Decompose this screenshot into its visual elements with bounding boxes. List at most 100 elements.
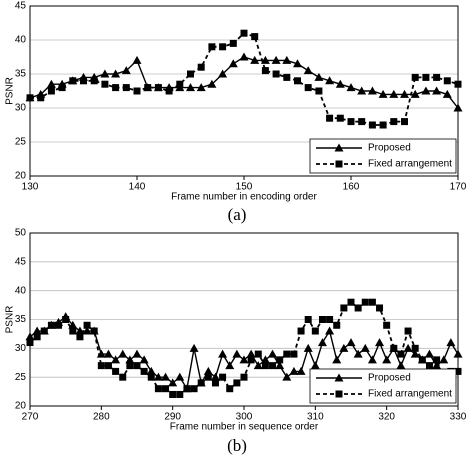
triangle-marker xyxy=(400,89,409,98)
square-marker xyxy=(425,362,433,370)
legend-label: Proposed xyxy=(368,373,411,384)
legend-marker xyxy=(335,160,343,168)
triangle-marker xyxy=(232,349,242,358)
triangle-marker xyxy=(282,372,292,381)
triangle-marker xyxy=(378,89,388,98)
square-marker xyxy=(233,379,241,387)
triangle-marker xyxy=(325,76,335,85)
square-marker xyxy=(140,367,148,375)
square-marker xyxy=(40,327,48,335)
square-marker xyxy=(433,356,441,364)
triangle-marker xyxy=(453,349,463,358)
triangle-marker xyxy=(442,89,452,98)
square-marker xyxy=(144,84,152,92)
square-marker xyxy=(251,33,259,41)
square-marker xyxy=(297,327,305,335)
square-marker xyxy=(340,304,348,312)
square-marker xyxy=(247,356,255,364)
triangle-marker xyxy=(210,372,220,381)
caption: (b) xyxy=(227,436,247,455)
triangle-marker xyxy=(218,349,228,358)
square-marker xyxy=(333,321,341,329)
square-marker xyxy=(112,367,120,375)
triangle-marker xyxy=(282,55,292,64)
x-tick-label: 330 xyxy=(450,412,467,423)
square-marker xyxy=(368,298,376,306)
square-marker xyxy=(454,367,462,375)
triangle-marker xyxy=(207,79,217,88)
triangle-marker xyxy=(268,349,278,358)
square-marker xyxy=(33,333,41,341)
square-marker xyxy=(154,385,162,393)
square-marker xyxy=(101,80,109,88)
triangle-marker xyxy=(246,349,256,358)
triangle-marker xyxy=(353,349,363,358)
square-marker xyxy=(26,94,34,102)
plot-frame xyxy=(29,5,459,177)
triangle-marker xyxy=(25,332,35,341)
square-marker xyxy=(69,77,77,85)
square-marker xyxy=(358,118,366,126)
triangle-marker xyxy=(125,355,135,364)
square-marker xyxy=(418,356,426,364)
square-marker xyxy=(283,73,291,81)
triangle-marker xyxy=(121,66,131,75)
triangle-marker xyxy=(439,355,449,364)
legend-marker xyxy=(334,373,344,382)
x-tick-label: 300 xyxy=(236,412,253,423)
square-marker xyxy=(147,373,155,381)
triangle-marker xyxy=(189,343,199,352)
y-tick-label: 35 xyxy=(15,314,27,325)
square-marker xyxy=(294,77,301,85)
triangle-marker xyxy=(186,83,195,92)
triangle-marker xyxy=(432,86,442,95)
square-marker xyxy=(283,350,291,358)
x-tick-label: 160 xyxy=(343,182,360,193)
square-marker xyxy=(254,350,262,358)
square-marker xyxy=(90,327,98,335)
triangle-marker xyxy=(253,361,263,370)
legend-marker xyxy=(334,143,344,152)
square-marker xyxy=(229,39,237,47)
square-marker xyxy=(411,344,419,352)
square-marker xyxy=(261,67,269,75)
y-axis-label: PSNR xyxy=(5,306,16,334)
triangle-marker xyxy=(196,83,206,92)
triangle-marker xyxy=(332,355,342,364)
triangle-marker xyxy=(250,55,260,64)
square-marker xyxy=(176,390,184,398)
triangle-marker xyxy=(421,86,431,95)
legend-box xyxy=(309,368,457,404)
triangle-marker xyxy=(375,338,385,347)
y-tick-label: 40 xyxy=(15,285,27,296)
square-marker xyxy=(240,29,248,37)
square-marker xyxy=(454,80,462,88)
triangle-marker xyxy=(132,55,142,64)
triangle-marker xyxy=(360,343,370,352)
triangle-marker xyxy=(239,355,249,364)
triangle-marker xyxy=(260,55,270,64)
square-marker xyxy=(304,84,312,92)
square-marker xyxy=(390,118,398,126)
y-tick-label: 20 xyxy=(15,401,27,412)
triangle-marker xyxy=(310,361,320,370)
triangle-marker xyxy=(346,338,356,347)
triangle-marker xyxy=(446,338,456,347)
legend-label: Fixed arrangement xyxy=(368,389,452,400)
square-marker xyxy=(162,385,170,393)
x-tick-label: 140 xyxy=(129,182,146,193)
triangle-marker xyxy=(357,86,367,95)
triangle-marker xyxy=(203,366,213,375)
x-tick-label: 290 xyxy=(164,412,181,423)
triangle-marker xyxy=(175,372,185,381)
square-marker xyxy=(272,70,280,78)
triangle-marker xyxy=(296,366,306,375)
triangle-marker xyxy=(314,72,324,81)
square-marker xyxy=(190,385,198,393)
legend-label: Proposed xyxy=(368,143,411,154)
legend-marker xyxy=(335,390,343,398)
triangle-marker xyxy=(403,343,413,352)
square-marker xyxy=(326,316,334,323)
triangle-marker xyxy=(382,355,392,364)
